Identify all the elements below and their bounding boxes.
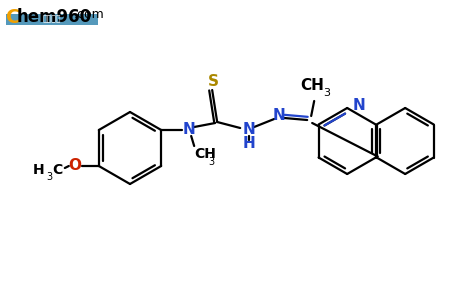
Text: 3: 3 xyxy=(323,88,330,98)
Text: .com: .com xyxy=(74,8,105,21)
Text: N: N xyxy=(243,122,255,137)
Text: 3: 3 xyxy=(208,157,214,167)
Text: H: H xyxy=(33,163,45,177)
Text: CH: CH xyxy=(194,147,216,161)
Text: H: H xyxy=(243,137,255,151)
Text: N: N xyxy=(273,108,285,124)
Text: 化工学习: 化工学习 xyxy=(43,14,61,23)
Text: CH: CH xyxy=(300,78,324,93)
Text: S: S xyxy=(208,74,219,89)
Text: N: N xyxy=(183,122,196,137)
Text: hem960: hem960 xyxy=(17,8,92,26)
FancyBboxPatch shape xyxy=(6,14,98,25)
Text: 3: 3 xyxy=(46,172,52,182)
Text: C: C xyxy=(6,8,20,27)
Text: O: O xyxy=(68,159,82,173)
Text: C: C xyxy=(52,163,62,177)
Text: N: N xyxy=(353,98,365,113)
